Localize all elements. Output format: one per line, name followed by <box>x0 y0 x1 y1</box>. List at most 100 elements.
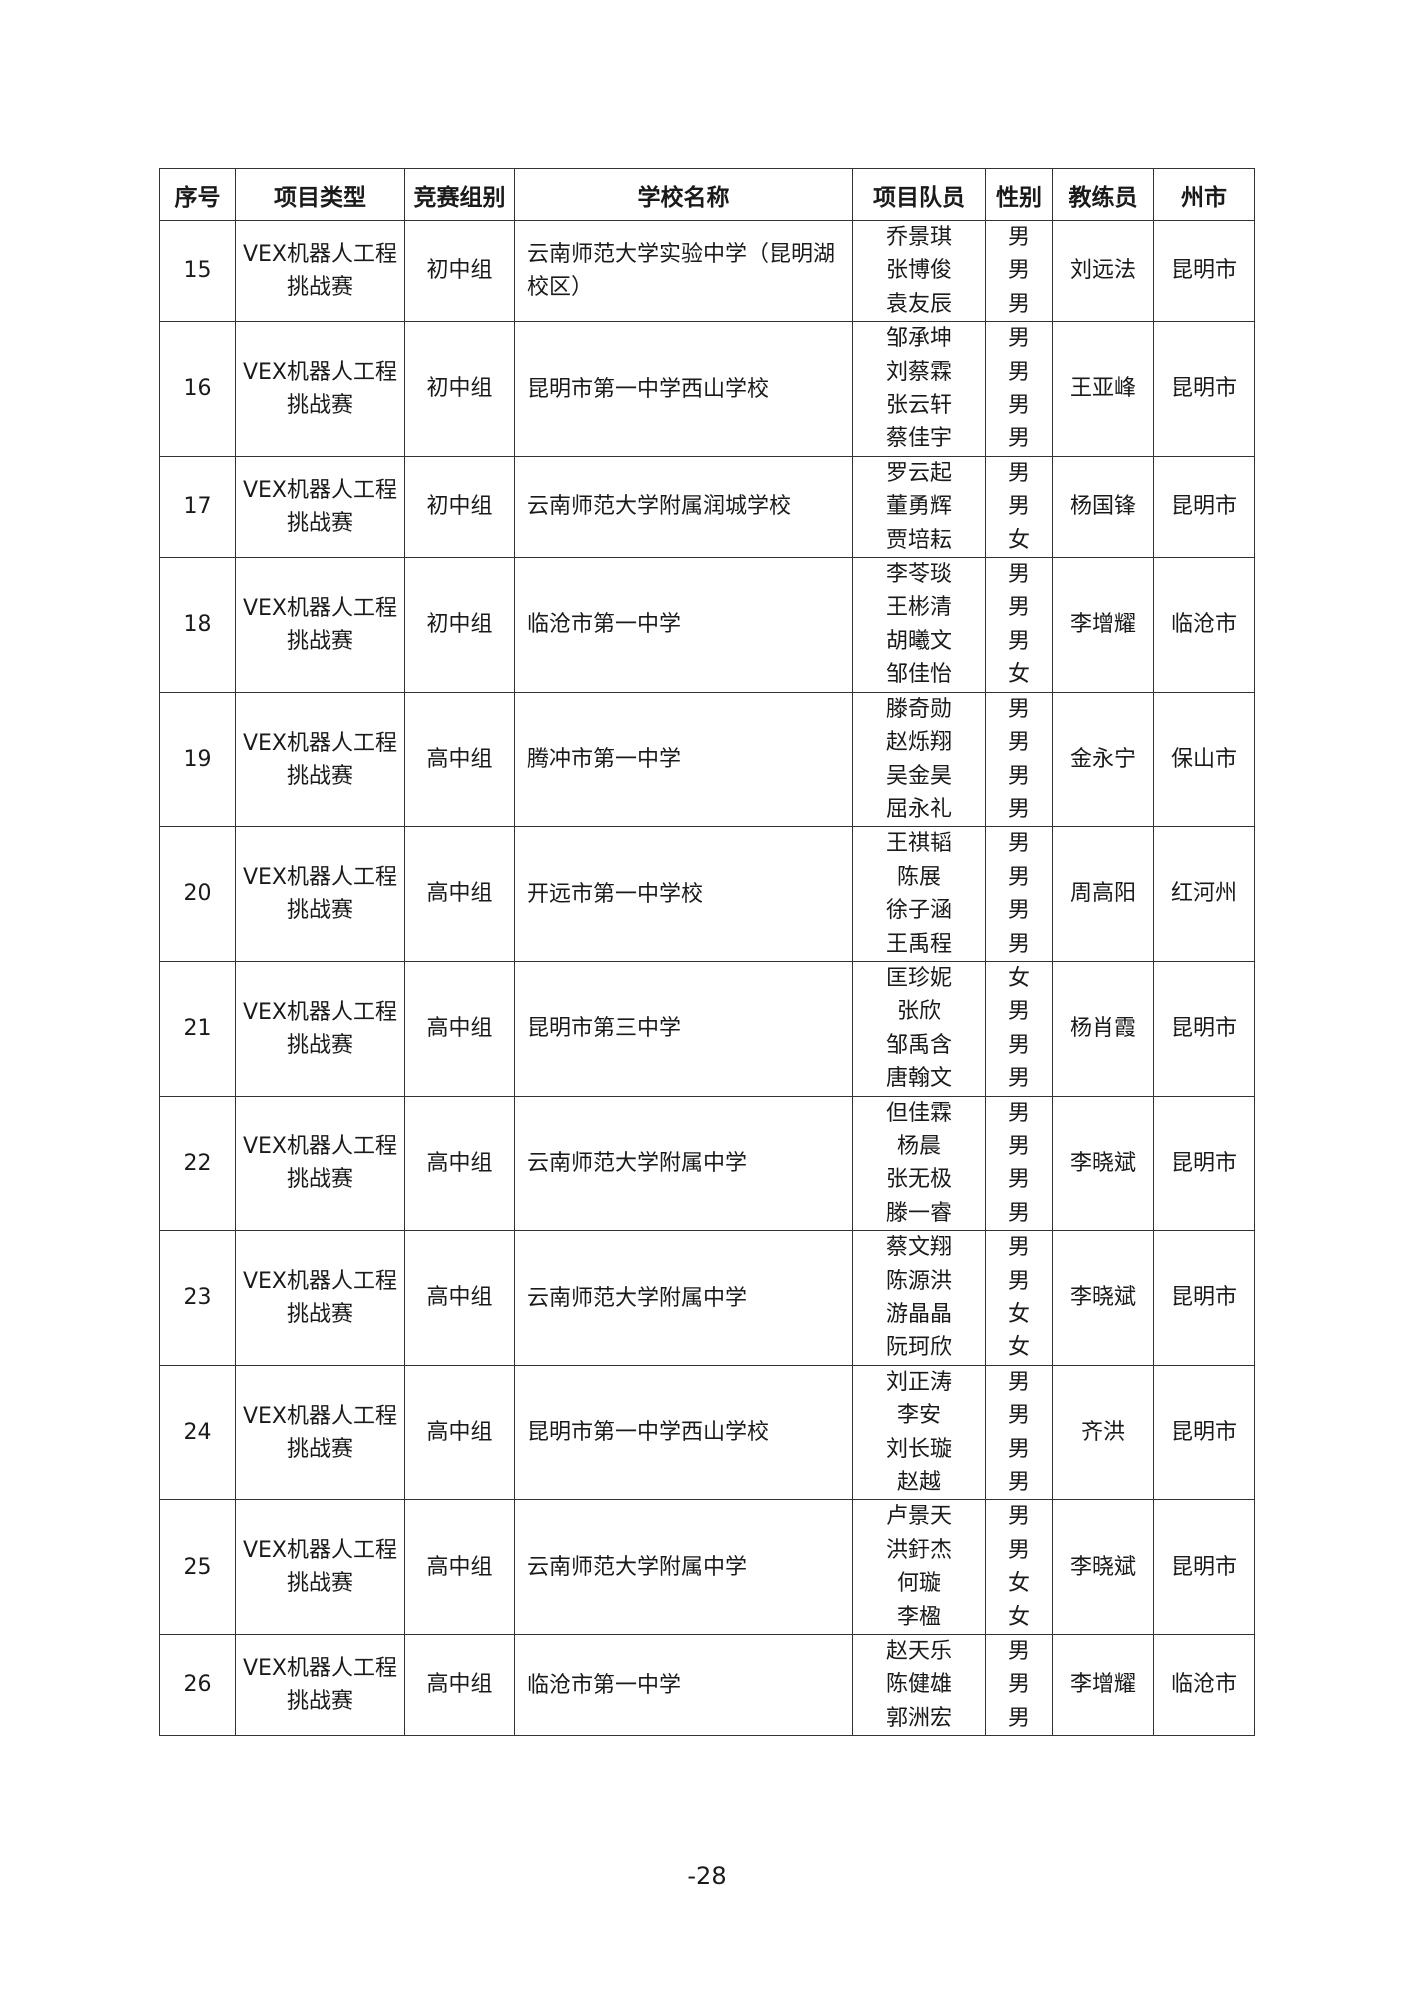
member-name: 邹承坤 <box>885 326 952 352</box>
school-name: 腾冲市第一中学 <box>514 691 853 828</box>
member-gender: 女 <box>1007 965 1030 991</box>
member-gender: 男 <box>1007 359 1030 385</box>
member-name: 乔景琪 <box>885 225 952 250</box>
city: 昆明市 <box>1153 1499 1255 1636</box>
member-gender: 男 <box>1007 326 1030 352</box>
members-cell: 邹承坤 刘蔡霖 张云轩 蔡佳宇 <box>852 321 986 457</box>
member-name: 郭洲宏 <box>885 1705 952 1731</box>
member-name: 屈永礼 <box>885 796 952 822</box>
participants-table: 序号 项目类型 竞赛组别 学校名称 项目队员 性别 教练员 州市 15 VEX机器人工程挑战赛初… <box>159 168 1255 1737</box>
table-row: 26 VEX机器人工程挑战赛 高中组 临沧市第一中学 赵天乐 陈健雄 郭洲宏男男男李增耀 临沧… <box>159 1634 1255 1737</box>
header-group: 竞赛组别 <box>404 168 515 221</box>
members-cell: 匡珍妮 张欣 邹禹含 唐翰文 <box>852 960 986 1097</box>
project-type: VEX机器人工程挑战赛 <box>235 219 405 323</box>
member-gender: 女 <box>1007 1604 1030 1630</box>
competition-group: 初中组 <box>404 321 515 457</box>
member-name: 李安 <box>896 1403 941 1429</box>
member-name: 唐翰文 <box>885 1066 952 1092</box>
project-type: VEX机器人工程挑战赛 <box>235 1230 405 1366</box>
member-name: 陈展 <box>896 864 941 890</box>
school-name: 云南师范大学实验中学（昆明湖校区） <box>514 219 853 323</box>
member-name: 杨晨 <box>896 1133 941 1159</box>
member-gender: 男 <box>1007 1235 1030 1261</box>
member-gender: 男 <box>1007 1639 1030 1665</box>
member-name: 张博俊 <box>885 258 952 284</box>
header-members: 项目队员 <box>852 168 986 221</box>
competition-group: 初中组 <box>404 557 515 693</box>
member-gender: 女 <box>1007 662 1030 688</box>
member-gender: 男 <box>1007 291 1030 317</box>
project-type: VEX机器人工程挑战赛 <box>235 1634 405 1737</box>
member-name: 刘长璇 <box>885 1436 952 1462</box>
member-name: 赵烁翔 <box>885 730 952 756</box>
table-header: 序号 项目类型 竞赛组别 学校名称 项目队员 性别 教练员 州市 <box>159 168 1255 221</box>
member-gender: 男 <box>1007 1537 1030 1563</box>
member-gender: 男 <box>1007 831 1030 857</box>
header-row: 序号 项目类型 竞赛组别 学校名称 项目队员 性别 教练员 州市 <box>159 168 1255 221</box>
member-gender: 女 <box>1007 527 1030 553</box>
member-name: 滕一睿 <box>885 1200 952 1226</box>
competition-group: 高中组 <box>404 1634 515 1737</box>
coach-name: 齐洪 <box>1052 1364 1154 1501</box>
project-type: VEX机器人工程挑战赛 <box>235 455 405 559</box>
row-number: 20 <box>159 826 236 962</box>
competition-group: 高中组 <box>404 960 515 1097</box>
member-gender: 男 <box>1007 696 1030 722</box>
coach-name: 李晓斌 <box>1052 1230 1154 1366</box>
member-gender: 男 <box>1007 494 1030 520</box>
member-name: 洪釪杰 <box>885 1537 952 1563</box>
table-row: 25 VEX机器人工程挑战赛 高中组 云南师范大学附属中学 卢景天 洪釪杰 何璇 李楹男男女女… <box>159 1499 1255 1636</box>
project-type: VEX机器人工程挑战赛 <box>235 826 405 962</box>
member-name: 赵越 <box>896 1470 941 1496</box>
member-name: 匡珍妮 <box>885 965 952 991</box>
school-name: 昆明市第三中学 <box>514 960 853 1097</box>
competition-group: 高中组 <box>404 826 515 962</box>
coach-name: 李增耀 <box>1052 557 1154 693</box>
table-body: 15 VEX机器人工程挑战赛 初中组 云南师范大学实验中学（昆明湖校区） 乔景琪 张博俊袁… <box>159 219 1255 1737</box>
member-name: 张云轩 <box>885 393 952 419</box>
project-type: VEX机器人工程挑战赛 <box>235 1095 405 1232</box>
member-gender: 男 <box>1007 225 1030 250</box>
member-gender: 男 <box>1007 864 1030 890</box>
member-gender: 男 <box>1007 898 1030 924</box>
member-name: 刘正涛 <box>885 1369 952 1395</box>
project-type: VEX机器人工程挑战赛 <box>235 557 405 693</box>
header-project-type: 项目类型 <box>235 168 405 221</box>
city: 昆明市 <box>1153 1364 1255 1501</box>
members-cell: 罗云起 董勇辉 贾培耘 <box>852 455 986 559</box>
header-coach: 教练员 <box>1052 168 1154 221</box>
genders-cell: 男男女女 <box>985 1230 1053 1366</box>
row-number: 23 <box>159 1230 236 1366</box>
city: 昆明市 <box>1153 1095 1255 1232</box>
member-gender: 男 <box>1007 1268 1030 1294</box>
coach-name: 王亚峰 <box>1052 321 1154 457</box>
members-cell: 王祺韬 陈展 徐子涵 王禹程 <box>852 826 986 962</box>
member-gender: 男 <box>1007 628 1030 654</box>
member-gender: 女 <box>1007 1302 1030 1327</box>
project-type: VEX机器人工程挑战赛 <box>235 1364 405 1501</box>
row-number: 26 <box>159 1634 236 1737</box>
table-row: 21 VEX机器人工程挑战赛 高中组 昆明市第三中学 匡珍妮 张欣 邹禹含 唐翰文女男男男杨肖… <box>159 960 1255 1097</box>
members-cell: 李苓琰 王彬清 胡曦文 邹佳怡 <box>852 557 986 693</box>
member-gender: 男 <box>1007 1504 1030 1530</box>
school-name: 云南师范大学附属中学 <box>514 1499 853 1636</box>
city: 临沧市 <box>1153 1634 1255 1737</box>
member-gender: 男 <box>1007 1436 1030 1462</box>
member-name: 陈源洪 <box>885 1268 952 1294</box>
header-city: 州市 <box>1153 168 1255 221</box>
members-cell: 刘正涛李安刘长璇赵越 <box>852 1364 986 1501</box>
project-type: VEX机器人工程挑战赛 <box>235 1499 405 1636</box>
member-gender: 男 <box>1007 730 1030 756</box>
table-row: 22 VEX机器人工程挑战赛 高中组 云南师范大学附属中学 但佳霖 杨晨 张无极 滕一睿男男男… <box>159 1095 1255 1232</box>
member-name: 王禹程 <box>885 931 952 957</box>
member-name: 刘蔡霖 <box>885 359 952 385</box>
member-gender: 男 <box>1007 595 1030 621</box>
school-name: 云南师范大学附属中学 <box>514 1095 853 1232</box>
member-name: 张无极 <box>885 1167 952 1193</box>
member-name: 贾培耘 <box>885 527 952 553</box>
row-number: 16 <box>159 321 236 457</box>
member-name: 蔡文翔 <box>885 1235 952 1261</box>
row-number: 22 <box>159 1095 236 1232</box>
member-gender: 男 <box>1007 393 1030 419</box>
members-cell: 乔景琪 张博俊 袁友辰 <box>852 219 986 323</box>
